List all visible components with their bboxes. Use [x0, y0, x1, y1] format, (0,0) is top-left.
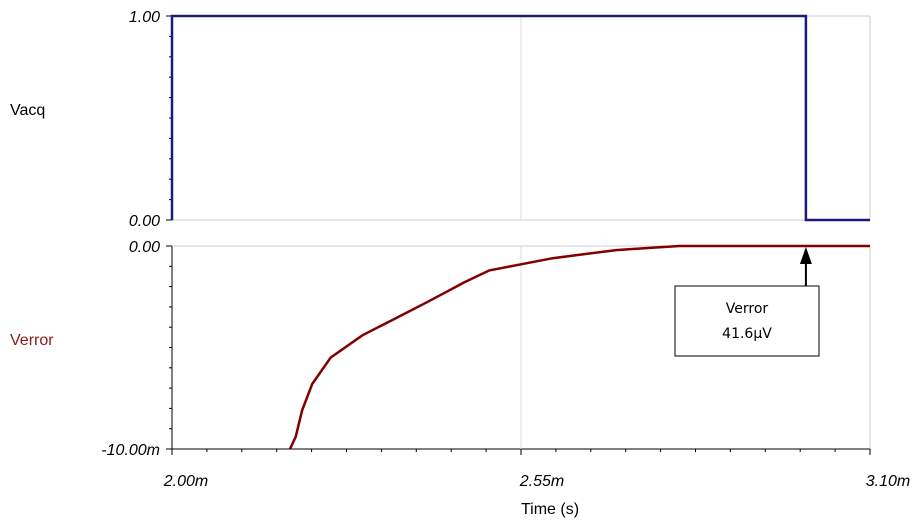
cursor-readout: Verror 41.6µV: [674, 247, 820, 357]
cursor-arrow-head: [799, 247, 812, 264]
verror-minor-ticks: [166, 245, 871, 455]
vacq-series-label: Vacq: [10, 102, 45, 119]
panel-vacq: 1.00 0.00 Vacq: [10, 9, 871, 230]
x-axis: 2.00m 2.55m 3.10m Time (s): [163, 473, 910, 518]
vacq-tick-top: 1.00: [129, 9, 160, 26]
verror-tick-bottom: -10.00m: [101, 442, 160, 459]
x-axis-title: Time (s): [521, 501, 579, 518]
x-tick-mid: 2.55m: [519, 473, 564, 490]
cursor-series-name: Verror: [726, 301, 769, 317]
cursor-value: 41.6µV: [722, 326, 772, 342]
x-tick-start: 2.00m: [163, 473, 208, 490]
verror-tick-top: 0.00: [129, 239, 160, 256]
vacq-tick-bottom: 0.00: [129, 213, 160, 230]
cursor-box: [674, 285, 820, 357]
panel-verror: 0.00 -10.00m Verror: [10, 239, 871, 459]
x-tick-end: 3.10m: [866, 473, 910, 490]
verror-series-label: Verror: [10, 332, 54, 349]
vacq-series-line: [170, 14, 870, 222]
verror-series-line: [288, 244, 870, 450]
